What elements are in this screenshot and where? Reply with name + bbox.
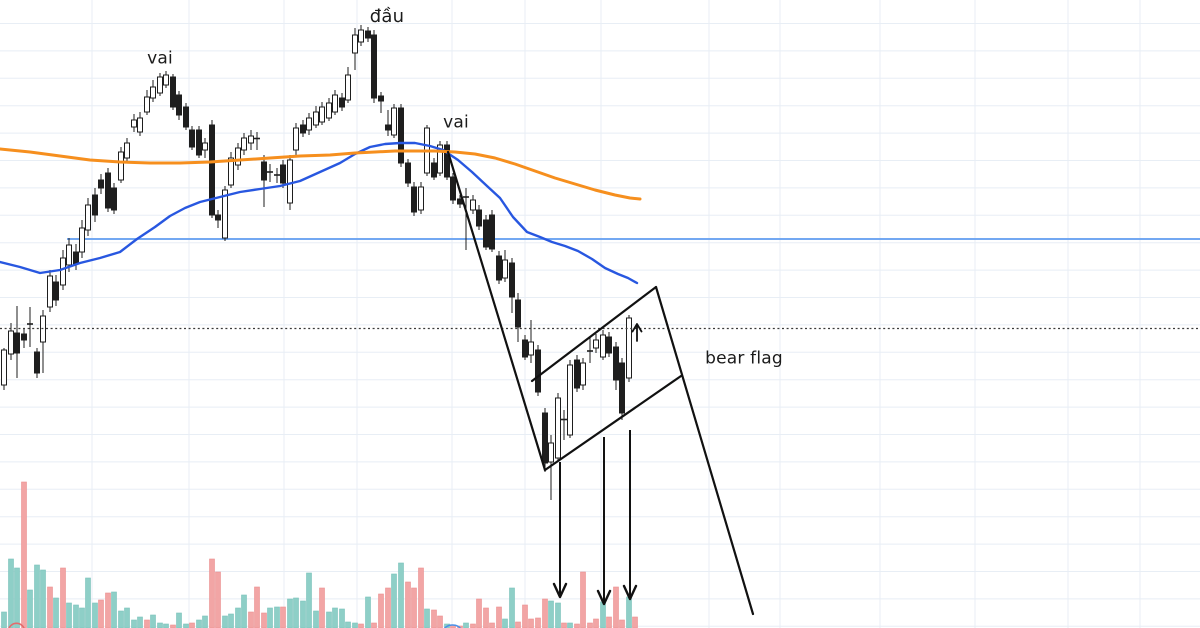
candles-layer bbox=[1, 25, 632, 500]
drawing-anchor-circles[interactable] bbox=[8, 622, 462, 628]
right-shoulder-label: vai bbox=[443, 112, 469, 133]
trendline-flag-projection bbox=[654, 285, 755, 616]
ma-slow-line[interactable] bbox=[0, 141, 639, 285]
trend-lines-layer[interactable] bbox=[446, 150, 755, 616]
anchor-ellipse-icon bbox=[443, 624, 462, 628]
left-shoulder-label: vai bbox=[147, 48, 173, 69]
down-arrow-head-icon bbox=[622, 584, 638, 601]
arrows-layer[interactable] bbox=[552, 430, 638, 606]
down-arrow-head-icon bbox=[596, 589, 612, 606]
anchor-circle-icon bbox=[8, 622, 25, 628]
head-label: đầu bbox=[369, 6, 405, 27]
trendline-flag-top bbox=[530, 285, 658, 383]
up-arrow-marker-icon[interactable] bbox=[631, 323, 643, 342]
volume-layer bbox=[1, 481, 638, 628]
ma-fast-line[interactable] bbox=[0, 147, 642, 201]
bear-flag-label: bear flag bbox=[705, 348, 783, 369]
trendline-flag-bottom bbox=[543, 374, 683, 472]
trendline-neckline-pole bbox=[446, 150, 547, 472]
down-arrow-head-icon bbox=[552, 582, 568, 599]
